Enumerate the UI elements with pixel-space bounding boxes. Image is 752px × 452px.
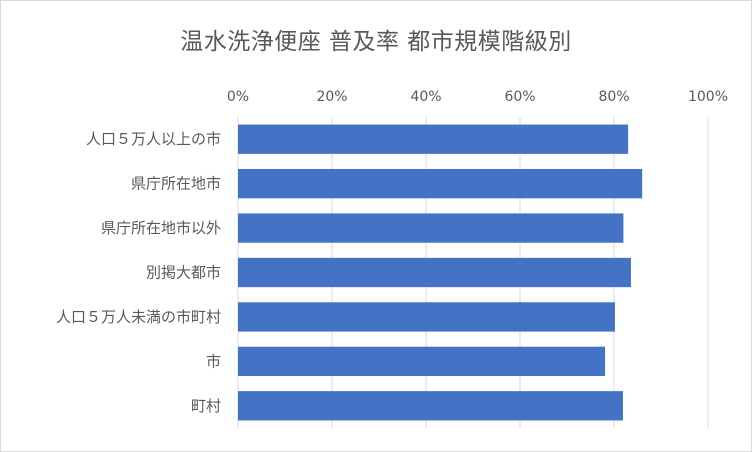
bar: [238, 302, 615, 332]
x-tick-label: 40%: [410, 89, 441, 105]
category-label: 人口５万人以上の市: [86, 130, 221, 148]
x-tick-label: 0%: [227, 89, 249, 105]
bar: [238, 124, 629, 154]
bar: [238, 391, 623, 421]
bar: [238, 346, 606, 377]
x-tick-label: 60%: [504, 89, 535, 105]
category-label: 別掲大都市: [146, 264, 221, 282]
category-label: 人口５万人未満の市町村: [56, 308, 221, 326]
category-label: 県庁所在地市: [131, 175, 221, 193]
x-tick-label: 80%: [598, 89, 629, 105]
category-label: 町村: [191, 397, 221, 415]
category-label: 市: [206, 352, 221, 370]
bar: [238, 213, 624, 243]
category-label: 県庁所在地市以外: [101, 219, 221, 237]
x-tick-label: 20%: [316, 89, 347, 105]
bar: [238, 257, 631, 288]
bar: [238, 168, 643, 199]
x-tick-label: 100%: [688, 89, 728, 105]
chart-title: 温水洗浄便座 普及率 都市規模階級別: [180, 29, 572, 55]
